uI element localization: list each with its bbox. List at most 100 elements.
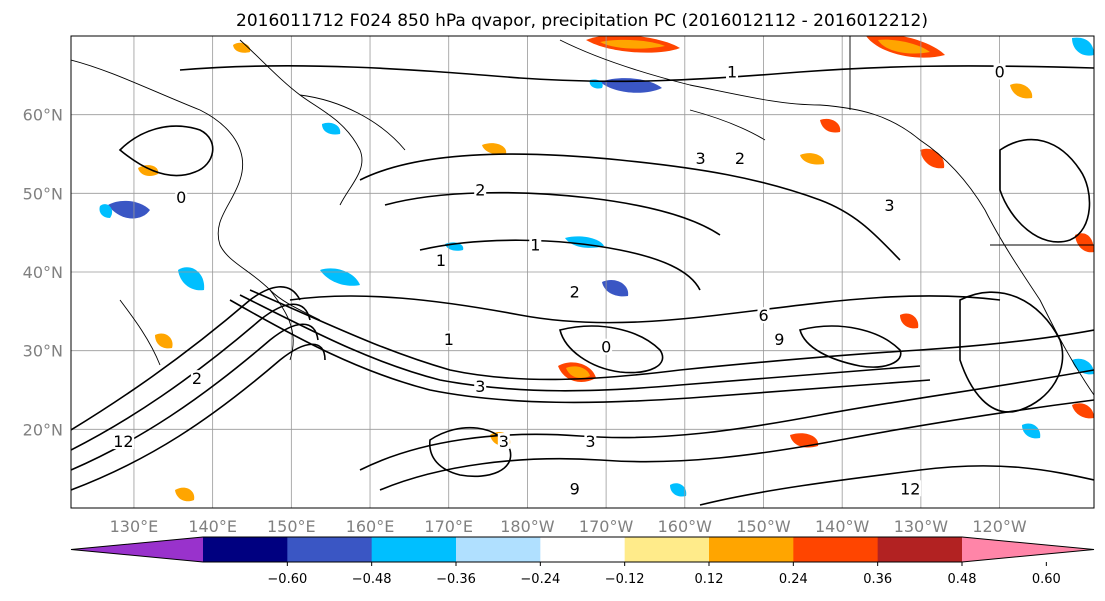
shade-patch (600, 39, 665, 49)
contour-line (71, 286, 301, 431)
coastlines (71, 36, 1094, 396)
contour-label-bg (474, 181, 487, 198)
colorbar-outline (70, 536, 1095, 563)
precipitation-shading (99, 36, 1094, 502)
lon-tick-label: 180°W (500, 517, 555, 536)
colorbar-tick-label: 0.60 (1032, 572, 1061, 587)
contour-line (289, 295, 1001, 324)
lon-tick-label: 130°W (894, 517, 949, 536)
contour-label: 2 (475, 180, 485, 199)
lat-tick-label: 20°N (23, 420, 63, 439)
lon-tick-label: 160°E (346, 517, 395, 536)
coastline-kamchatka (239, 39, 363, 206)
colorbar-segment (456, 537, 541, 562)
contour-label-bg (600, 338, 613, 355)
coastline-china (119, 299, 161, 366)
contour-line (419, 239, 701, 291)
contour-label: 1 (436, 251, 446, 270)
colorbar-min-extension (71, 537, 203, 562)
colorbar-segment (203, 537, 288, 562)
colorbar-segment (877, 537, 963, 562)
lon-tick-label: 170°E (424, 517, 473, 536)
contour-label-bg (773, 330, 786, 347)
lon-tick-label: 160°W (658, 517, 713, 536)
contour-label: 3 (585, 432, 595, 451)
contour-label: 6 (758, 306, 768, 325)
lat-tick-label: 50°N (23, 184, 63, 203)
colorbar-tick-label: −0.24 (520, 572, 560, 587)
shade-patch (800, 153, 825, 165)
contour-label: 1 (444, 330, 454, 349)
colorbar-segment (793, 537, 879, 562)
lon-tick-label: 130°E (110, 517, 159, 536)
lat-tick-label: 30°N (23, 342, 63, 361)
contour-label-bg (529, 236, 542, 253)
lon-tick-label: 150°W (736, 517, 791, 536)
contour-label-bg (733, 149, 746, 166)
contour-label-bg (442, 330, 455, 347)
colorbar-tick-label: 0.48 (948, 572, 977, 587)
shade-patch (1022, 423, 1041, 439)
contour-line (959, 291, 1064, 413)
latitude-axis: 60°N 50°N 40°N 30°N 20°N (23, 106, 63, 440)
lon-tick-label: 170°W (579, 517, 634, 536)
contour-line (799, 325, 902, 368)
contour-line (379, 399, 1094, 491)
contour-label: 9 (570, 479, 580, 498)
colorbar: −0.60 −0.48 −0.36 −0.24 −0.12 0.12 0.24 0.36 0.4… (70, 536, 1095, 587)
shade-patch (1075, 233, 1094, 253)
shade-patch (138, 165, 159, 176)
colorbar-segment (287, 537, 373, 562)
shade-patch (108, 200, 150, 219)
contour-label-bg (694, 149, 707, 166)
contour-line (71, 343, 326, 491)
contour-line (359, 153, 901, 261)
contour-label-bg (584, 433, 597, 450)
colorbar-max-extension (962, 537, 1094, 562)
contour-line (559, 325, 664, 374)
map-title: 2016011712 F024 850 hPa qvapor, precipit… (236, 11, 928, 31)
contour-label-bg (726, 63, 739, 80)
shade-patch (1010, 83, 1033, 99)
colorbar-tick-label: 0.24 (779, 572, 808, 587)
contour-label-bg (175, 189, 188, 206)
contour-label-bg (112, 433, 135, 450)
shade-patch (178, 267, 205, 291)
contour-line (384, 191, 721, 236)
colorbar-segment (624, 537, 710, 562)
lon-tick-label: 150°E (267, 517, 316, 536)
contour-label: 1 (727, 62, 737, 81)
colorbar-tick-label: −0.36 (436, 572, 476, 587)
lon-tick-label: 140°W (815, 517, 870, 536)
shade-patch (1072, 403, 1094, 419)
shade-patch (820, 118, 841, 133)
contour-label: 1 (530, 235, 540, 254)
contour-line (999, 138, 1091, 243)
contour-line (229, 299, 931, 404)
shade-patch (322, 122, 341, 135)
contour-label-bg (899, 480, 922, 497)
contour-line (359, 369, 1094, 471)
colorbar-tick-label: −0.60 (267, 572, 307, 587)
contour-label-bg (883, 197, 896, 214)
shade-patch (320, 268, 360, 286)
lon-tick-label: 120°W (972, 517, 1027, 536)
lat-tick-label: 40°N (23, 263, 63, 282)
coastline-okhotsk (299, 94, 406, 151)
shade-patch (155, 333, 173, 349)
contour-label-bg (497, 433, 510, 450)
contour-label-bg (190, 370, 203, 387)
shade-patch (900, 313, 919, 329)
contour-line (249, 289, 1094, 381)
contour-label: 2 (192, 369, 202, 388)
contour-label-bg (568, 480, 581, 497)
colorbar-tick-label: 0.36 (863, 572, 892, 587)
colorbar-tick-label: −0.12 (605, 572, 645, 587)
shade-patch (99, 204, 113, 218)
shade-patch (175, 487, 195, 502)
colorbar-tick-label: 0.12 (695, 572, 724, 587)
contour-label: 3 (884, 196, 894, 215)
contour-label: 3 (475, 377, 485, 396)
